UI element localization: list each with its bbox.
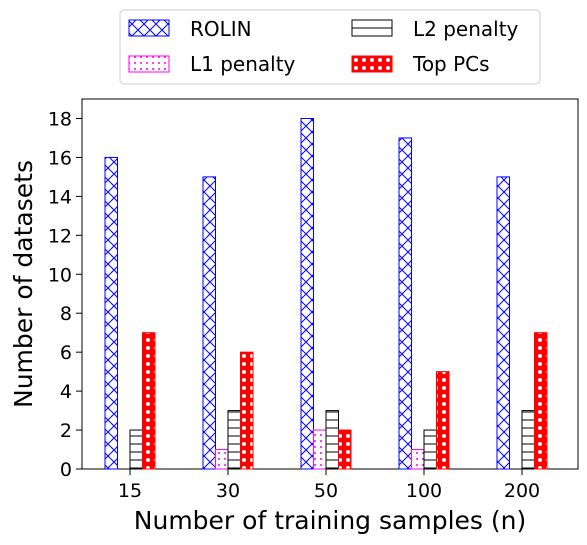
y-axis-label: Number of datasets: [9, 160, 38, 408]
bar-rolin-15: [104, 156, 118, 470]
legend-label-l2: L2 penalty: [413, 17, 519, 41]
x-tick-label-200: 200: [504, 480, 540, 502]
x-tick-label-100: 100: [406, 480, 442, 502]
bar-rolin-100: [398, 137, 412, 470]
legend-swatch-l1: [128, 55, 170, 73]
bar-toppcs-50: [338, 429, 352, 470]
plot-area: [81, 98, 579, 470]
bar-l2-30: [227, 410, 241, 470]
legend-label-rolin: ROLIN: [190, 17, 252, 41]
bar-rolin-200: [496, 176, 510, 470]
y-tick-label-16: 16: [48, 147, 72, 169]
bar-l2-100: [423, 429, 437, 470]
y-tick-label-10: 10: [48, 264, 72, 286]
bar-toppcs-15: [142, 332, 156, 470]
bar-l1-50: [313, 429, 327, 470]
y-tick-label-14: 14: [48, 186, 72, 208]
x-tick-label-50: 50: [314, 480, 338, 502]
bar-toppcs-200: [534, 332, 548, 470]
y-tick-label-4: 4: [60, 381, 72, 403]
bar-l1-30: [215, 449, 229, 470]
x-ticks-group: 15 30 50 100 200: [118, 469, 540, 502]
y-tick-label-0: 0: [60, 459, 72, 481]
bar-l1-100: [411, 449, 425, 470]
legend-swatch-toppcs: [351, 55, 393, 73]
legend-label-l1: L1 penalty: [190, 52, 296, 76]
bar-l2-50: [325, 410, 339, 470]
bar-rolin-30: [202, 176, 216, 470]
bar-l2-15: [129, 429, 143, 470]
y-tick-label-12: 12: [48, 225, 72, 247]
legend-frame: [119, 9, 541, 85]
x-axis-label: Number of training samples (n): [134, 506, 526, 535]
x-tick-label-30: 30: [216, 480, 240, 502]
legend-label-toppcs: Top PCs: [412, 52, 490, 76]
y-tick-label-6: 6: [60, 342, 72, 364]
bar-toppcs-30: [240, 351, 254, 470]
legend-swatch-l2: [351, 19, 393, 37]
bars-group: [104, 117, 548, 470]
y-ticks-group: 0 2 4 6 8 10 12 14 16 18: [48, 108, 82, 481]
bar-toppcs-100: [436, 371, 450, 470]
y-tick-label-2: 2: [60, 420, 72, 442]
y-tick-label-8: 8: [60, 303, 72, 325]
bar-rolin-50: [300, 117, 314, 470]
legend-swatch-rolin: [128, 19, 170, 37]
legend: ROLIN L1 penalty L2 penalty Top PCs: [119, 9, 541, 85]
y-tick-label-18: 18: [48, 108, 72, 130]
bar-l2-200: [521, 410, 535, 470]
x-tick-label-15: 15: [118, 480, 142, 502]
